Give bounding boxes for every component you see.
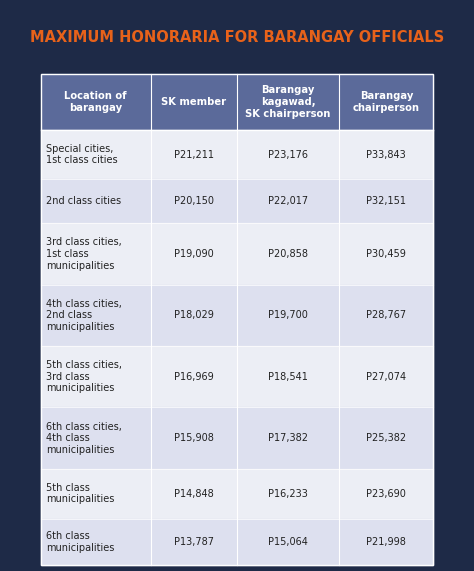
Bar <box>237 408 339 469</box>
Bar <box>339 346 433 408</box>
Bar <box>151 346 237 408</box>
Bar <box>339 408 433 469</box>
Text: P28,767: P28,767 <box>366 311 406 320</box>
Bar <box>339 179 433 223</box>
Text: P18,029: P18,029 <box>174 311 214 320</box>
Text: 5th class cities,
3rd class
municipalities: 5th class cities, 3rd class municipaliti… <box>46 360 122 393</box>
Text: 6th class cities,
4th class
municipalities: 6th class cities, 4th class municipaliti… <box>46 421 121 455</box>
Bar <box>23 0 451 74</box>
Text: P30,459: P30,459 <box>366 249 406 259</box>
Text: MAXIMUM HONORARIA FOR BARANGAY OFFICIALS: MAXIMUM HONORARIA FOR BARANGAY OFFICIALS <box>30 30 444 45</box>
Text: P18,541: P18,541 <box>268 372 308 382</box>
Text: P15,908: P15,908 <box>174 433 214 443</box>
Bar <box>151 74 237 130</box>
Bar <box>237 223 339 285</box>
Bar <box>41 179 151 223</box>
Text: P16,969: P16,969 <box>174 372 214 382</box>
Bar <box>41 408 151 469</box>
Bar <box>151 518 237 565</box>
Text: 4th class cities,
2nd class
municipalities: 4th class cities, 2nd class municipaliti… <box>46 299 121 332</box>
Text: Special cities,
1st class cities: Special cities, 1st class cities <box>46 144 117 166</box>
Text: P19,700: P19,700 <box>268 311 308 320</box>
Text: P19,090: P19,090 <box>174 249 214 259</box>
Bar <box>339 518 433 565</box>
Text: P21,211: P21,211 <box>174 150 214 160</box>
Bar <box>339 223 433 285</box>
Bar <box>237 518 339 565</box>
Bar <box>151 223 237 285</box>
Bar <box>41 74 151 130</box>
Text: P25,382: P25,382 <box>366 433 406 443</box>
Bar <box>151 179 237 223</box>
Bar <box>41 130 151 179</box>
Bar <box>151 130 237 179</box>
Bar <box>151 285 237 346</box>
Text: P15,064: P15,064 <box>268 537 308 547</box>
Bar <box>339 285 433 346</box>
Text: P33,843: P33,843 <box>366 150 406 160</box>
Bar <box>237 74 339 130</box>
Text: P16,233: P16,233 <box>268 489 308 498</box>
Text: Barangay
chairperson: Barangay chairperson <box>353 91 420 113</box>
Text: P13,787: P13,787 <box>174 537 214 547</box>
Bar <box>41 285 151 346</box>
Text: P20,150: P20,150 <box>174 196 214 206</box>
Bar <box>151 469 237 518</box>
Text: P23,690: P23,690 <box>366 489 406 498</box>
Text: P14,848: P14,848 <box>174 489 214 498</box>
Bar <box>237 285 339 346</box>
Bar <box>151 408 237 469</box>
Bar <box>237 346 339 408</box>
Text: 5th class
municipalities: 5th class municipalities <box>46 483 114 504</box>
Bar <box>41 469 151 518</box>
Bar <box>41 223 151 285</box>
Text: P27,074: P27,074 <box>366 372 406 382</box>
Bar <box>339 469 433 518</box>
Bar <box>237 469 339 518</box>
Text: Location of
barangay: Location of barangay <box>64 91 127 113</box>
Text: P21,998: P21,998 <box>366 537 406 547</box>
Text: 3rd class cities,
1st class
municipalities: 3rd class cities, 1st class municipaliti… <box>46 238 121 271</box>
Text: SK member: SK member <box>161 97 227 107</box>
Text: Barangay
kagawad,
SK chairperson: Barangay kagawad, SK chairperson <box>246 86 331 119</box>
Bar <box>237 130 339 179</box>
Text: 2nd class cities: 2nd class cities <box>46 196 121 206</box>
Bar <box>41 346 151 408</box>
Bar <box>41 74 433 565</box>
Text: P17,382: P17,382 <box>268 433 308 443</box>
Bar <box>339 74 433 130</box>
Text: P22,017: P22,017 <box>268 196 308 206</box>
Text: 6th class
municipalities: 6th class municipalities <box>46 531 114 553</box>
Bar <box>237 179 339 223</box>
Bar <box>339 130 433 179</box>
Text: P23,176: P23,176 <box>268 150 308 160</box>
Text: P32,151: P32,151 <box>366 196 406 206</box>
Text: P20,858: P20,858 <box>268 249 308 259</box>
Bar <box>41 518 151 565</box>
